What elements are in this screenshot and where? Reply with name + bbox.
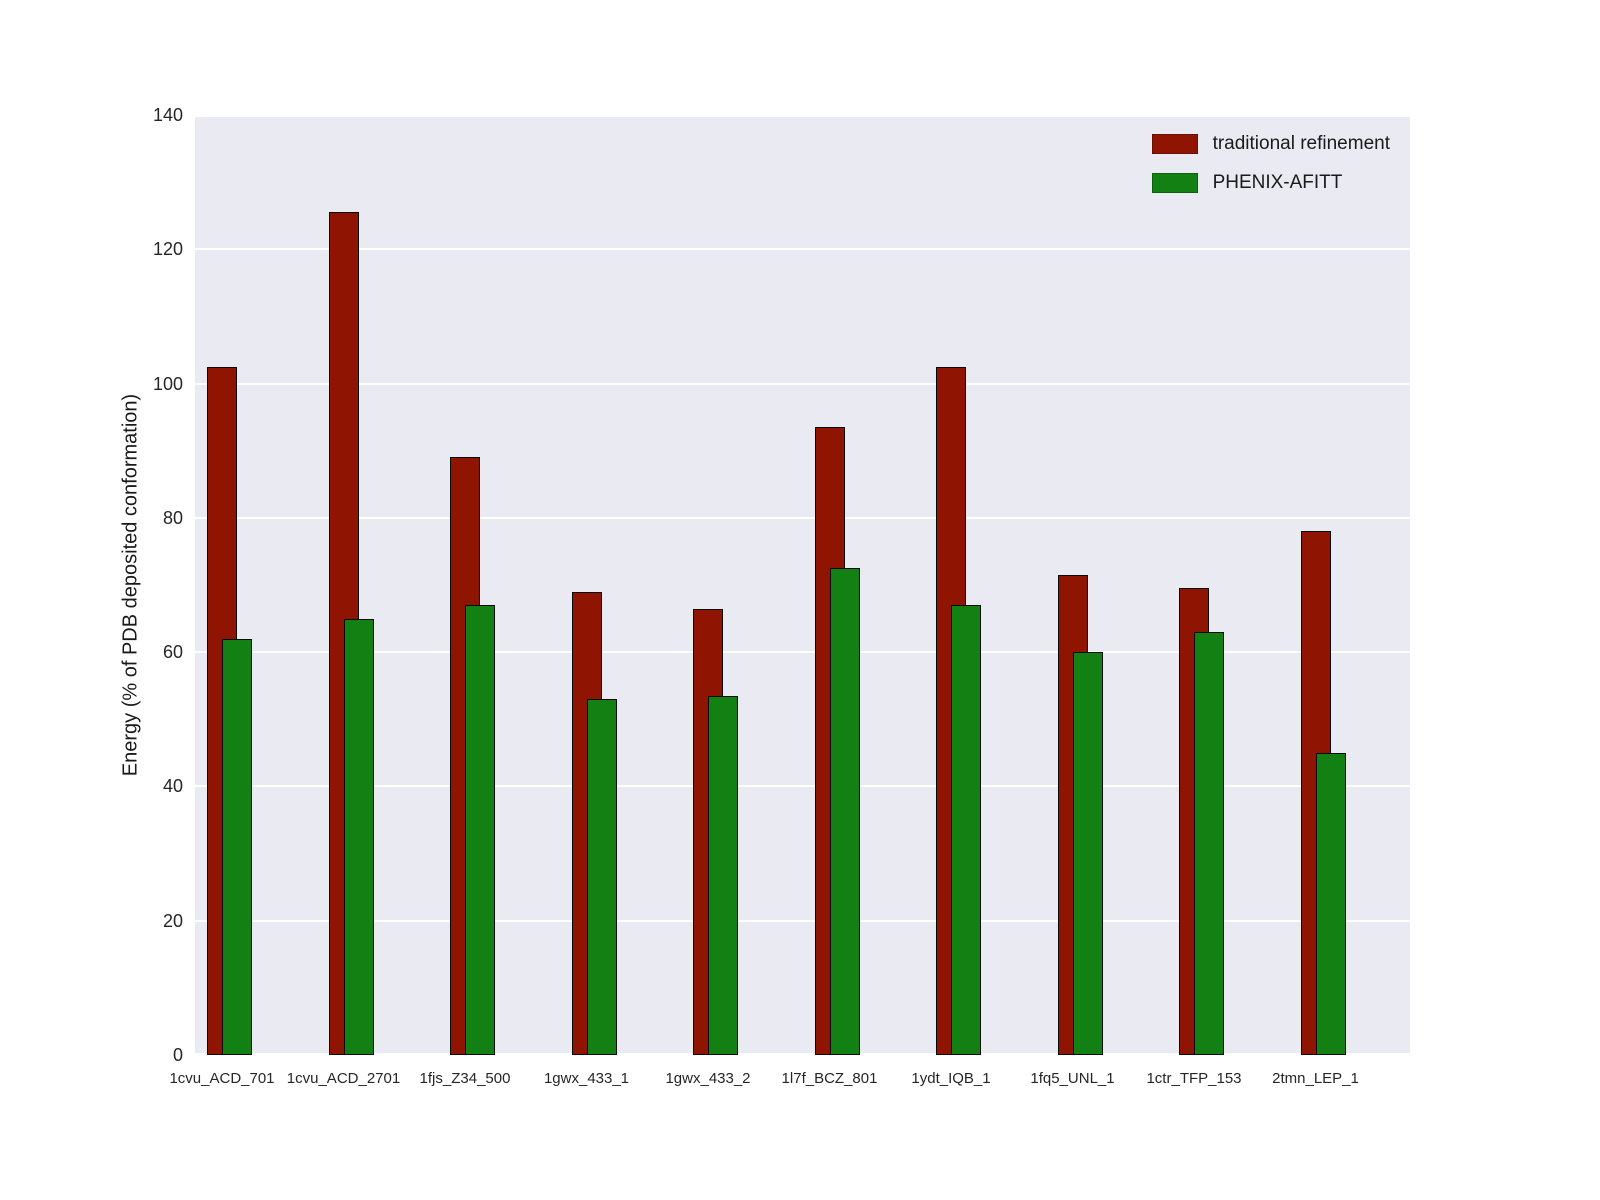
x-tick-label-1fq5-unl-1: 1fq5_UNL_1 <box>1030 1070 1115 1087</box>
bar-phenix-afitt-1l7f-bcz-801 <box>829 568 860 1055</box>
legend-label-phenix-afitt: PHENIX-AFITT <box>1212 172 1343 193</box>
gridline <box>195 1053 1410 1055</box>
y-tick-label: 100 <box>152 373 183 394</box>
x-tick-label-1gwx-433-2: 1gwx_433_2 <box>665 1070 751 1087</box>
bar-phenix-afitt-1cvu-acd-2701 <box>343 618 374 1055</box>
gridline <box>195 115 1410 117</box>
gridline <box>195 651 1410 654</box>
gridline <box>195 382 1410 385</box>
x-tick-label-1gwx-433-1: 1gwx_433_1 <box>543 1070 630 1087</box>
legend-label-traditional-refinement: traditional refinement <box>1212 133 1390 154</box>
y-tick-label: 80 <box>162 507 183 528</box>
x-tick-label-1cvu-acd-2701: 1cvu_ACD_2701 <box>286 1070 401 1087</box>
legend-item-traditional-refinement: traditional refinement <box>1151 133 1390 155</box>
legend: traditional refinement PHENIX-AFITT <box>1151 133 1390 194</box>
y-tick-label: 20 <box>162 910 183 931</box>
bar-phenix-afitt-1ctr-tfp-153 <box>1194 632 1224 1055</box>
bar-phenix-afitt-1cvu-acd-701 <box>222 638 252 1055</box>
y-tick-label: 140 <box>152 105 183 125</box>
y-tick-label: 120 <box>152 239 183 260</box>
bar-phenix-afitt-1gwx-433-2 <box>708 695 738 1055</box>
bar-phenix-afitt-1fq5-unl-1 <box>1072 652 1103 1055</box>
legend-swatch-traditional-refinement <box>1151 134 1198 154</box>
bar-phenix-afitt-1gwx-433-1 <box>586 699 617 1055</box>
bar-phenix-afitt-2tmn-lep-1 <box>1315 752 1346 1055</box>
gridline <box>195 516 1410 519</box>
x-tick-label-2tmn-lep-1: 2tmn_LEP_1 <box>1272 1070 1359 1087</box>
x-tick-label-1fjs-z34-500: 1fjs_Z34_500 <box>419 1070 511 1087</box>
gridline <box>195 919 1410 922</box>
x-tick-label-1ctr-tfp-153: 1ctr_TFP_153 <box>1146 1070 1242 1087</box>
bar-phenix-afitt-1fjs-z34-500 <box>465 605 495 1055</box>
x-tick-label-1cvu-acd-701: 1cvu_ACD_701 <box>169 1070 275 1087</box>
x-tick-label-1l7f-bcz-801: 1l7f_BCZ_801 <box>781 1070 878 1087</box>
gridline <box>195 248 1410 251</box>
y-axis-label: Energy (% of PDB deposited conformation) <box>119 393 142 777</box>
plot-area: traditional refinement PHENIX-AFITT <box>195 115 1410 1055</box>
y-tick-label: 0 <box>172 1045 183 1065</box>
bar-phenix-afitt-1ydt-iqb-1 <box>951 605 981 1055</box>
legend-item-phenix-afitt: PHENIX-AFITT <box>1151 172 1390 194</box>
y-tick-label: 40 <box>162 776 183 797</box>
legend-swatch-phenix-afitt <box>1151 173 1198 193</box>
x-tick-label-1ydt-iqb-1: 1ydt_IQB_1 <box>911 1070 991 1087</box>
y-tick-label: 60 <box>162 642 183 663</box>
gridline <box>195 785 1410 788</box>
